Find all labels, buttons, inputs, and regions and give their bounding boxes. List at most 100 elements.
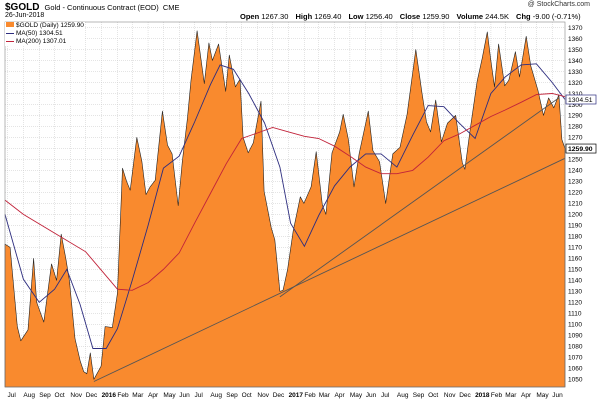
y-tick-label: 1330 <box>568 69 583 76</box>
open-label: Open <box>240 12 260 21</box>
x-tick-label: May <box>350 392 363 399</box>
legend-ma50-label: MA(50) 1304.51 <box>16 30 63 37</box>
x-tick-label: Nov <box>257 392 269 399</box>
y-tick-label: 1360 <box>568 36 583 43</box>
y-tick-label: 1290 <box>568 113 583 120</box>
y-tick-label: 1080 <box>568 344 583 351</box>
y-tick-label: 1280 <box>568 124 583 131</box>
x-tick-label: Sep <box>413 392 425 399</box>
x-tick-label: Oct <box>428 392 438 399</box>
y-tick-label: 1310 <box>568 91 583 98</box>
y-tick-label: 1240 <box>568 168 583 175</box>
x-tick-label: Mar <box>505 392 517 399</box>
ma50-line <box>4 63 566 349</box>
y-tick-label: 1350 <box>568 47 583 54</box>
date-label: 26-Jun-2018 <box>5 12 45 19</box>
y-tick-label: 1120 <box>568 300 582 307</box>
y-tick-label: 1200 <box>568 212 583 219</box>
y-tick-label: 1190 <box>568 223 582 230</box>
x-tick-label: Feb <box>117 392 129 399</box>
y-tick-label: 1300 <box>568 102 583 109</box>
chg-value: -9.00 (-0.71%) <box>532 12 581 21</box>
y-tick-label: 1230 <box>568 179 583 186</box>
y-tick-label: 1150 <box>568 267 582 274</box>
exchange-label: CME <box>162 3 180 12</box>
y-tick-label: 1130 <box>568 289 582 296</box>
x-tick-label: Jun <box>366 392 377 399</box>
x-tick-label: Jul <box>195 392 204 399</box>
chart-title: $GOLD Gold - Continuous Contract (EOD) C… <box>5 2 180 13</box>
plot-frame <box>4 21 566 388</box>
y-tick-label: 1220 <box>568 190 583 197</box>
x-tick-label: Aug <box>23 392 35 399</box>
price-area <box>4 30 566 388</box>
y-tick-label: 1320 <box>568 80 583 87</box>
close-label: Close <box>399 12 421 21</box>
x-tick-label: Oct <box>55 392 65 399</box>
x-tick-label: Sep <box>226 392 238 399</box>
x-tick-label: 2016 <box>102 392 117 399</box>
low-label: Low <box>348 12 364 21</box>
x-tick-label: Apr <box>148 392 159 399</box>
y-tick-label: 1060 <box>568 366 583 373</box>
x-tick-label: Feb <box>304 392 316 399</box>
x-tick-label: Mar <box>132 392 144 399</box>
y-tick-label: 1340 <box>568 58 583 65</box>
symbol-label: $GOLD <box>5 2 40 13</box>
y-tick-label: 1070 <box>568 355 583 362</box>
legend-price-swatch <box>6 22 14 27</box>
legend-ma200-swatch <box>6 40 14 42</box>
high-label: High <box>295 12 313 21</box>
y-tick-label: 1160 <box>568 256 582 263</box>
ohlc-readout: Open 1267.30 High 1269.40 Low 1256.40 Cl… <box>240 12 581 21</box>
legend-price-label: $GOLD (Daily) 1259.90 <box>16 22 84 29</box>
x-tick-label: Feb <box>491 392 503 399</box>
y-tick-label: 1250 <box>568 157 583 164</box>
x-tick-label: 2017 <box>289 392 304 399</box>
x-tick-label: Jul <box>8 392 17 399</box>
legend-ma50-swatch <box>6 32 14 34</box>
low-value: 1256.40 <box>365 12 393 21</box>
x-tick-label: Jun <box>552 392 563 399</box>
x-tick-label: Nov <box>444 392 456 399</box>
high-value: 1269.40 <box>314 12 342 21</box>
legend-ma200-label: MA(200) 1307.01 <box>16 38 67 45</box>
y-tick-label: 1170 <box>568 245 582 252</box>
x-tick-label: Jul <box>381 392 390 399</box>
y-tick-label: 1110 <box>568 311 582 318</box>
legend: $GOLD (Daily) 1259.90 MA(50) 1304.51 MA(… <box>5 22 85 46</box>
y-tick-label: 1140 <box>568 278 582 285</box>
last-price-label: 1259.90 <box>565 143 597 154</box>
x-tick-label: May <box>163 392 176 399</box>
price-label-text: 1304.51 <box>568 97 593 104</box>
x-tick-label: Nov <box>70 392 82 399</box>
description-label: Gold - Continuous Contract (EOD) <box>44 3 159 12</box>
y-tick-label: 1210 <box>568 201 583 208</box>
y-tick-label: 1370 <box>568 25 583 32</box>
x-tick-label: Aug <box>210 392 222 399</box>
close-value: 1259.90 <box>422 12 450 21</box>
y-tick-label: 1270 <box>568 135 583 142</box>
volume-label: Volume <box>456 12 484 21</box>
x-tick-label: Aug <box>397 392 409 399</box>
open-value: 1267.30 <box>261 12 289 21</box>
y-tick-label: 1090 <box>568 333 583 340</box>
price-area-layer <box>4 30 566 388</box>
x-tick-label: Apr <box>335 392 346 399</box>
x-tick-label: Mar <box>319 392 331 399</box>
price-label-text: 1259.90 <box>568 146 593 153</box>
watermark: @ StockCharts.com <box>527 1 590 8</box>
ma200-line <box>4 93 566 291</box>
x-tick-label: Dec <box>273 392 285 399</box>
y-tick-label: 1050 <box>568 377 583 384</box>
x-tick-label: Apr <box>521 392 532 399</box>
y-tick-label: 1180 <box>568 234 582 241</box>
ma-lines-layer <box>4 63 566 349</box>
legend-ma50: MA(50) 1304.51 <box>6 30 84 38</box>
volume-value: 244.5K <box>485 12 509 21</box>
x-tick-label: Dec <box>86 392 98 399</box>
trendline <box>93 157 566 382</box>
x-tick-label: Sep <box>39 392 51 399</box>
